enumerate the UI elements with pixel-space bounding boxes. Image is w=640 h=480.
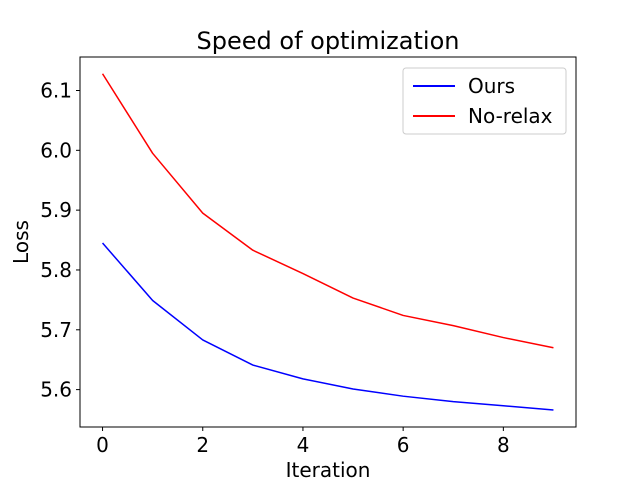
chart-title: Speed of optimization	[197, 27, 460, 55]
x-tick-label: 2	[196, 433, 209, 457]
y-tick-label: 6.1	[40, 79, 72, 103]
plot-area	[79, 56, 577, 428]
y-tick-label: 6.0	[40, 138, 72, 162]
y-axis-label: Loss	[9, 220, 33, 264]
y-tick-label: 5.6	[40, 378, 72, 402]
legend-label: Ours	[468, 74, 515, 98]
x-tick-label: 0	[96, 433, 109, 457]
y-tick-label: 5.9	[40, 198, 72, 222]
legend-frame	[402, 67, 567, 135]
series-line-no-relax	[101, 73, 554, 349]
legend-label: No-relax	[468, 104, 553, 128]
x-axis-ticks: 0 2 4 6 8	[96, 427, 510, 457]
axes-frame	[79, 56, 577, 428]
x-axis-label: Iteration	[286, 458, 371, 480]
series-line-ours	[101, 242, 554, 411]
y-axis-ticks: 5.6 5.7 5.8 5.9 6.0 6.1	[40, 79, 80, 402]
x-tick-label: 4	[297, 433, 310, 457]
y-tick-label: 5.8	[40, 258, 72, 282]
x-tick-label: 6	[397, 433, 410, 457]
x-tick-label: 8	[497, 433, 510, 457]
legend: Ours No-relax	[402, 67, 567, 135]
y-tick-label: 5.7	[40, 318, 72, 342]
